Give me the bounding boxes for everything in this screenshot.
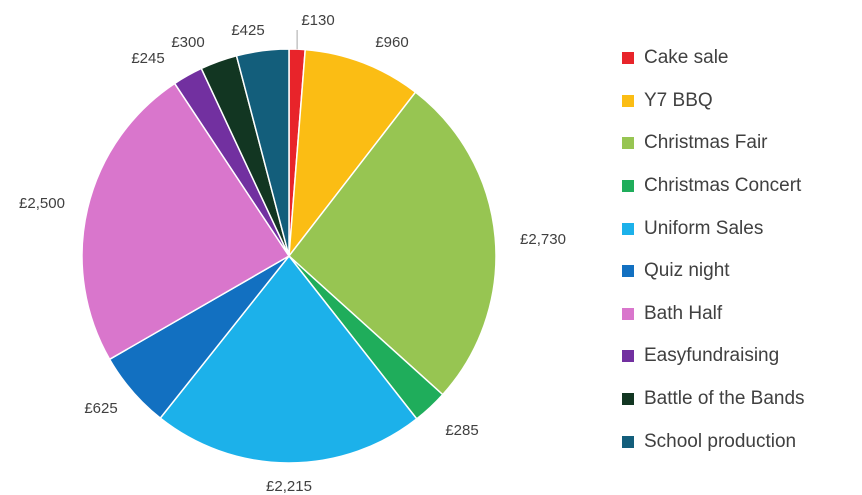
legend-swatch-bath-half xyxy=(622,307,634,320)
data-label-bath-half: £2,500 xyxy=(19,195,65,212)
legend-label-uniform-sales: Uniform Sales xyxy=(644,217,764,239)
pie-chart-svg: £130 £960 £2,730 £285 £2,215 £625 £2,500 £245 £3… xyxy=(19,12,566,495)
pie-slice-bath-half xyxy=(81,82,291,361)
data-label-school-production: £425 xyxy=(231,22,264,39)
legend-item-christmas-concert: Christmas Concert xyxy=(622,165,857,208)
legend-label-cake-sale: Cake sale xyxy=(644,47,729,69)
legend-item-uniform-sales: Uniform Sales xyxy=(622,207,857,250)
chart-legend: Cake sale Y7 BBQ Christmas Fair Christmas C… xyxy=(622,37,857,463)
legend-item-cake-sale: Cake sale xyxy=(622,37,857,80)
legend-swatch-school-production xyxy=(622,435,634,448)
pie-slice-uniform-sales xyxy=(159,254,418,464)
legend-swatch-cake-sale xyxy=(622,52,634,65)
legend-item-school-production: School production xyxy=(622,420,857,463)
pie-data-labels: £130 £960 £2,730 £285 £2,215 £625 £2,500 £245 £3… xyxy=(19,12,566,495)
legend-item-battle-of-the-bands: Battle of the Bands xyxy=(622,378,857,421)
legend-swatch-battle-of-the-bands xyxy=(622,393,634,406)
legend-swatch-y7-bbq xyxy=(622,94,634,107)
legend-label-school-production: School production xyxy=(644,430,797,452)
legend-item-bath-half: Bath Half xyxy=(622,293,857,336)
data-label-y7-bbq: £960 xyxy=(375,34,408,51)
legend-label-quiz-night: Quiz night xyxy=(644,260,730,282)
legend-label-easyfundraising: Easyfundraising xyxy=(644,345,780,367)
legend-label-christmas-concert: Christmas Concert xyxy=(644,175,802,197)
pie-slice-christmas-fair xyxy=(287,91,497,396)
legend-swatch-easyfundraising xyxy=(622,350,634,363)
legend-label-christmas-fair: Christmas Fair xyxy=(644,132,768,154)
pie-slice-y7-bbq xyxy=(288,48,417,259)
legend-label-bath-half: Bath Half xyxy=(644,302,723,324)
data-label-quiz-night: £625 xyxy=(84,400,117,417)
data-label-easyfundraising: £245 xyxy=(131,50,164,67)
pie-slice-school-production xyxy=(235,48,290,257)
data-label-christmas-concert: £285 xyxy=(445,422,478,439)
legend-item-quiz-night: Quiz night xyxy=(622,250,857,293)
legend-swatch-christmas-concert xyxy=(622,180,634,193)
legend-swatch-uniform-sales xyxy=(622,222,634,235)
legend-label-y7-bbq: Y7 BBQ xyxy=(644,89,713,111)
data-label-christmas-fair: £2,730 xyxy=(520,231,566,248)
data-label-uniform-sales: £2,215 xyxy=(266,478,312,495)
legend-item-easyfundraising: Easyfundraising xyxy=(622,335,857,378)
legend-item-y7-bbq: Y7 BBQ xyxy=(622,80,857,123)
data-label-battle-of-the-bands: £300 xyxy=(171,34,204,51)
legend-label-battle-of-the-bands: Battle of the Bands xyxy=(644,388,805,410)
legend-swatch-quiz-night xyxy=(622,265,634,278)
pie-slices xyxy=(81,48,497,464)
pie-chart: £130 £960 £2,730 £285 £2,215 £625 £2,500 £245 £3… xyxy=(19,12,566,495)
legend-swatch-christmas-fair xyxy=(622,137,634,150)
data-label-cake-sale: £130 xyxy=(301,12,334,29)
legend-item-christmas-fair: Christmas Fair xyxy=(622,122,857,165)
